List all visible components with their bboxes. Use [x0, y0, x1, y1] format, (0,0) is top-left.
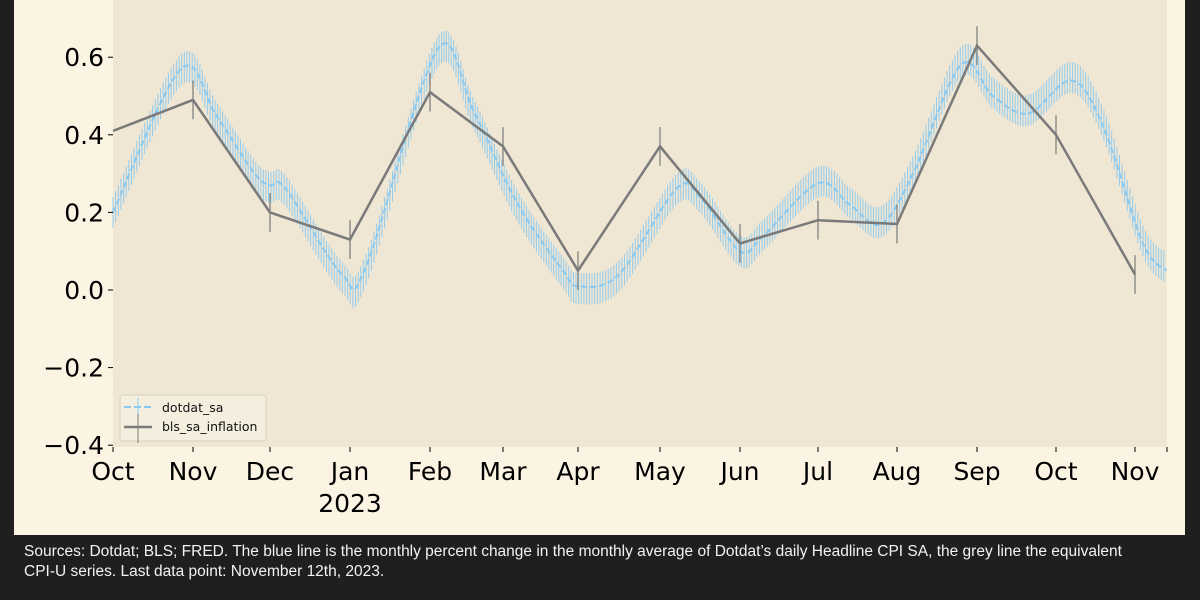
y-axis: 0.6 0.4 0.2 0.0 −0.2 −0.4	[43, 43, 113, 460]
y-tick-label: −0.2	[43, 354, 104, 383]
bls-series	[112, 26, 1137, 294]
y-tick-label: −0.4	[43, 431, 104, 460]
legend-label-dotdat: dotdat_sa	[162, 400, 223, 415]
legend-bls-swatch-icon	[124, 414, 152, 443]
x-tick-label: Sep	[953, 457, 1000, 486]
x-tick-label: Aug	[873, 457, 922, 486]
x-tick-label: May	[634, 457, 686, 486]
caption-line-1: Sources: Dotdat; BLS; FRED. The blue lin…	[24, 543, 1122, 560]
chart-panel: 0.6 0.4 0.2 0.0 −0.2 −0.4 Oct Nov Dec Jan 2023 Feb…	[14, 0, 1185, 535]
chart-caption: Sources: Dotdat; BLS; FRED. The blue lin…	[24, 542, 1184, 582]
x-axis: Oct Nov Dec Jan 2023 Feb Mar Apr May Jun Jul Aug Sep…	[91, 447, 1168, 518]
y-tick-label: 0.2	[64, 198, 104, 227]
x-tick-label: Oct	[91, 457, 134, 486]
legend-label-bls: bls_sa_inflation	[162, 419, 257, 434]
x-tick-label: Apr	[556, 457, 600, 486]
x-tick-label: Jul	[801, 457, 833, 486]
chart: 0.6 0.4 0.2 0.0 −0.2 −0.4 Oct Nov Dec Jan 2023 Feb…	[43, 0, 1168, 518]
plot-area	[113, 0, 1167, 447]
x-tick-label: Dec	[246, 457, 294, 486]
x-year-label: 2023	[318, 489, 382, 518]
x-tick-label: Jun	[718, 457, 759, 486]
x-tick-label: Mar	[479, 457, 527, 486]
legend: dotdat_sa bls_sa_inflation	[119, 394, 267, 443]
x-tick-label: Nov	[169, 457, 218, 486]
legend-dotdat-swatch-icon	[124, 398, 152, 416]
caption-line-2: CPI-U series. Last data point: November …	[24, 563, 385, 580]
x-tick-label: Feb	[408, 457, 452, 486]
y-tick-label: 0.4	[64, 121, 104, 150]
y-tick-label: 0.6	[64, 43, 104, 72]
y-tick-label: 0.0	[64, 276, 104, 305]
x-tick-label: Oct	[1034, 457, 1077, 486]
x-tick-label: Nov	[1111, 457, 1160, 486]
x-tick-label: Jan	[329, 457, 370, 486]
